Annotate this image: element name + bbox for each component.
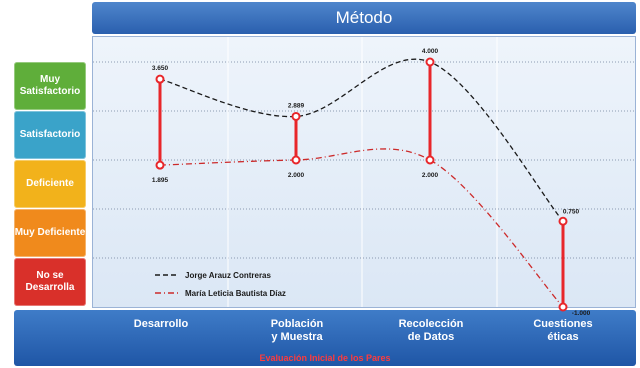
legend-label: Jorge Arauz Contreras	[185, 271, 272, 280]
x-tick-label: Desarrollo	[133, 318, 189, 330]
level-satisfactorio: Satisfactorio	[14, 111, 86, 159]
data-label: 2.000	[288, 172, 305, 179]
data-point	[155, 74, 165, 84]
legend-label: María Leticia Bautista Díaz	[185, 289, 286, 298]
x-axis-label: Evaluación Inicial de los Pares	[259, 353, 391, 363]
data-point	[291, 155, 301, 165]
x-tick-label: Población y Muestra	[270, 318, 324, 343]
data-point	[291, 111, 301, 121]
level-muy-satisfactorio: Muy Satisfactorio	[14, 62, 86, 110]
level-no-se-desarrolla: No se Desarrolla	[14, 258, 86, 306]
data-label: -1.000	[572, 310, 591, 317]
data-point	[155, 160, 165, 170]
data-label: 4.000	[422, 48, 439, 55]
chart-title: Método	[92, 2, 636, 34]
data-label: 2.889	[288, 102, 305, 109]
data-point	[425, 155, 435, 165]
data-point	[425, 57, 435, 67]
x-tick-label: Cuestiones éticas	[533, 318, 593, 343]
category-axis-bar	[14, 310, 636, 366]
level-deficiente: Deficiente	[14, 160, 86, 208]
data-point	[558, 302, 568, 312]
series-line	[159, 148, 564, 308]
data-label: 0.750	[563, 208, 580, 215]
level-muy-deficiente: Muy Deficiente	[14, 209, 86, 257]
data-point	[558, 216, 568, 226]
x-tick-label: Recolección de Datos	[398, 318, 464, 343]
data-label: 1.895	[152, 177, 169, 184]
data-label: 3.650	[152, 65, 169, 72]
data-label: 2.000	[422, 172, 439, 179]
